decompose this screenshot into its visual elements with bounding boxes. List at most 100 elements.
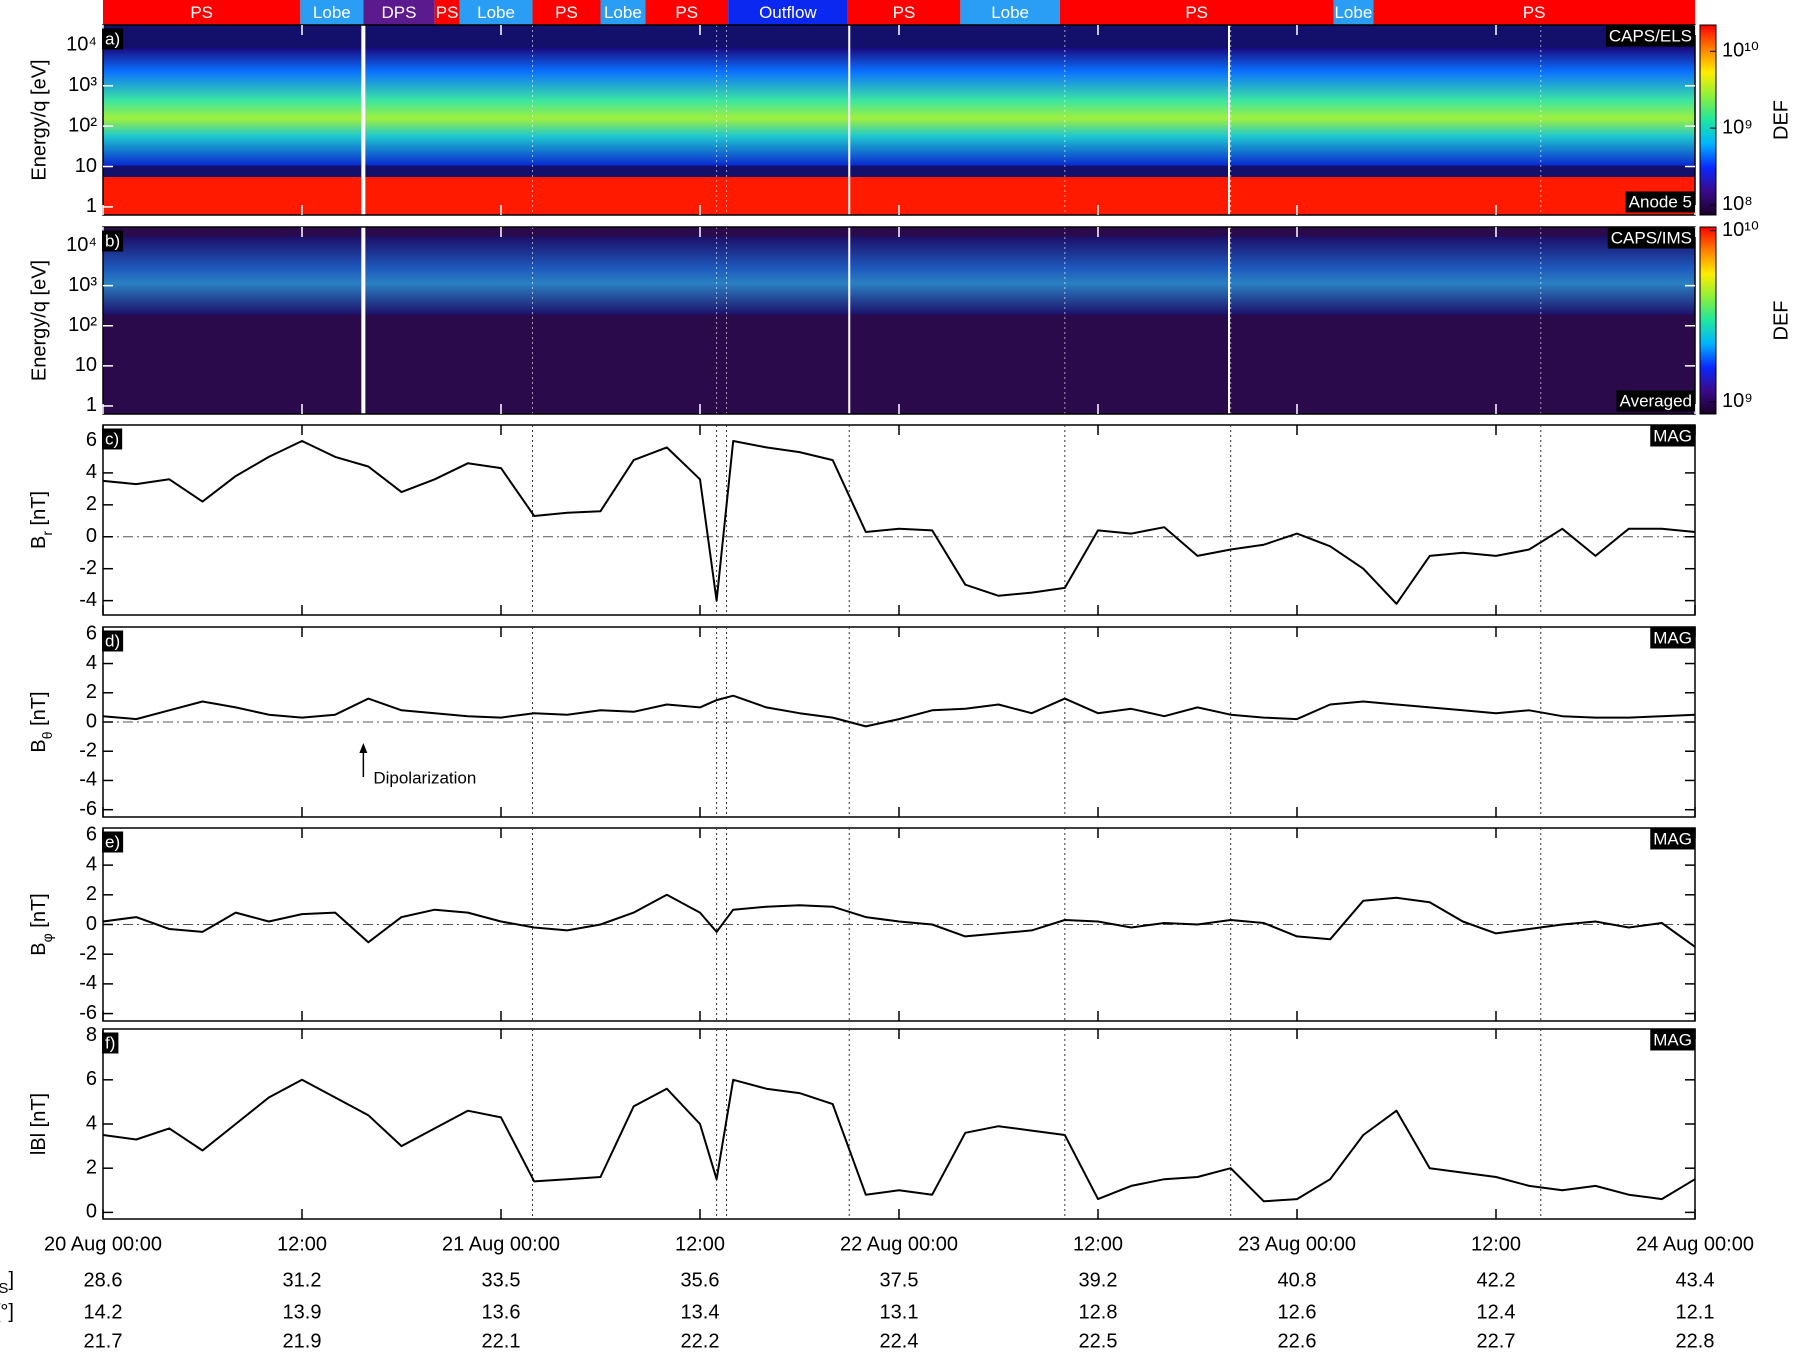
ephemeris-value: 21.9 [283, 1330, 322, 1352]
x-tick-label: 12:00 [675, 1233, 725, 1255]
row-label-part: ] [8, 1269, 14, 1291]
region-label: Lobe [313, 3, 351, 22]
region-label: Lobe [1334, 3, 1372, 22]
instrument-label: CAPS/IMS [1608, 227, 1695, 248]
y-tick-label: -4 [79, 589, 97, 611]
y-tick-label: -6 [79, 798, 97, 820]
row-label: [°] [0, 1301, 14, 1323]
ephemeris-value: 12.8 [1079, 1301, 1118, 1323]
y-tick-label: 10⁴ [66, 234, 97, 256]
ephemeris-value: 40.8 [1278, 1269, 1317, 1291]
y-tick-label: 4 [86, 853, 97, 875]
y-tick-label: 2 [86, 681, 97, 703]
instrument-label: c) [102, 428, 122, 449]
instrument-label: Anode 5 [1626, 191, 1695, 212]
label-text: a) [105, 29, 120, 48]
y-axis-label: lBl [nT] [28, 1093, 50, 1155]
spectrogram-bg [103, 236, 1695, 315]
y-axis-label: Bθ [nT] [28, 691, 54, 752]
y-tick-label: 10² [68, 114, 97, 136]
label-text: MAG [1653, 1030, 1692, 1049]
ephemeris-value: 42.2 [1477, 1269, 1516, 1291]
instrument-label: b) [102, 230, 123, 251]
ephemeris-value: 35.6 [681, 1269, 720, 1291]
colorbar-tick-label: 10¹⁰ [1722, 219, 1759, 241]
y-tick-label: 10 [75, 155, 97, 177]
row-label-part: [°] [0, 1301, 14, 1323]
y-axis-label-part: B [28, 942, 50, 955]
ephemeris-value: 22.4 [880, 1330, 919, 1352]
y-tick-label: 6 [86, 1068, 97, 1090]
ephemeris-value: 12.1 [1676, 1301, 1715, 1323]
ephemeris-value: 22.7 [1477, 1330, 1516, 1352]
colorbar [1700, 25, 1716, 215]
y-axis-label-part: φ [39, 933, 55, 942]
ephemeris-value: 37.5 [880, 1269, 919, 1291]
y-tick-label: 1 [86, 394, 97, 416]
region-label: PS [190, 3, 213, 22]
y-axis-label-part: B [28, 739, 50, 752]
y-tick-label: 6 [86, 824, 97, 846]
y-tick-label: -6 [79, 1002, 97, 1024]
ephemeris-value: 13.9 [283, 1301, 322, 1323]
ephemeris-value: 21.7 [84, 1330, 123, 1352]
label-text: CAPS/ELS [1609, 26, 1692, 45]
colorbar-tick-label: 10⁹ [1722, 116, 1753, 138]
ephemeris-value: 33.5 [482, 1269, 521, 1291]
region-label: Lobe [991, 3, 1029, 22]
x-tick-label: 12:00 [1471, 1233, 1521, 1255]
y-axis-label: Energy/q [eV] [28, 260, 50, 381]
y-axis-label: Bφ [nT] [28, 893, 54, 955]
x-tick-label: 21 Aug 00:00 [442, 1233, 560, 1255]
label-text: MAG [1653, 426, 1692, 445]
ephemeris-value: 39.2 [1079, 1269, 1118, 1291]
label-text: c) [105, 429, 119, 448]
ephemeris-value: 14.2 [84, 1301, 123, 1323]
panel-frame [103, 425, 1695, 615]
y-axis-label-part: [nT] [28, 491, 50, 531]
x-tick-label: 12:00 [1073, 1233, 1123, 1255]
instrument-label: a) [102, 28, 123, 49]
row-label-part: S [0, 1280, 8, 1297]
colorbar-label: DEF [1770, 301, 1792, 341]
y-tick-label: 2 [86, 883, 97, 905]
ephemeris-value: 12.6 [1278, 1301, 1317, 1323]
label-text: CAPS/IMS [1611, 228, 1692, 247]
y-tick-label: -2 [79, 557, 97, 579]
ephemeris-value: 13.4 [681, 1301, 720, 1323]
y-axis-label: Br [nT] [28, 491, 54, 549]
ephemeris-value: 22.8 [1676, 1330, 1715, 1352]
y-tick-label: 10³ [68, 74, 97, 96]
y-tick-label: 10² [68, 314, 97, 336]
region-label: DPS [382, 3, 417, 22]
instrument-label: MAG [1650, 1029, 1695, 1050]
x-tick-label: 23 Aug 00:00 [1238, 1233, 1356, 1255]
y-tick-label: 8 [86, 1024, 97, 1046]
y-tick-label: 10 [75, 354, 97, 376]
label-text: d) [105, 631, 120, 650]
y-tick-label: -2 [79, 740, 97, 762]
region-label: PS [675, 3, 698, 22]
label-text: Anode 5 [1629, 192, 1692, 211]
region-label: PS [1523, 3, 1546, 22]
ephemeris-value: 43.4 [1676, 1269, 1715, 1291]
ephemeris-value: 22.6 [1278, 1330, 1317, 1352]
instrument-label: e) [102, 831, 123, 852]
y-tick-label: 6 [86, 429, 97, 451]
x-tick-label: 20 Aug 00:00 [44, 1233, 162, 1255]
y-tick-label: -4 [79, 972, 97, 994]
instrument-label: d) [102, 630, 123, 651]
y-axis-label-part: θ [39, 731, 55, 739]
instrument-label: Averaged [1617, 390, 1695, 411]
region-label: PS [436, 3, 459, 22]
x-tick-label: 22 Aug 00:00 [840, 1233, 958, 1255]
spectrogram [103, 25, 1695, 215]
y-axis-label-part: [nT] [28, 691, 50, 731]
ephemeris-value: 22.1 [482, 1330, 521, 1352]
y-axis-label-part: B [28, 536, 50, 549]
y-tick-label: 10⁴ [66, 34, 97, 56]
y-tick-label: 0 [86, 525, 97, 547]
y-axis-label-part: lBl [nT] [28, 1093, 50, 1155]
y-tick-label: 2 [86, 1156, 97, 1178]
x-tick-label: 24 Aug 00:00 [1636, 1233, 1754, 1255]
